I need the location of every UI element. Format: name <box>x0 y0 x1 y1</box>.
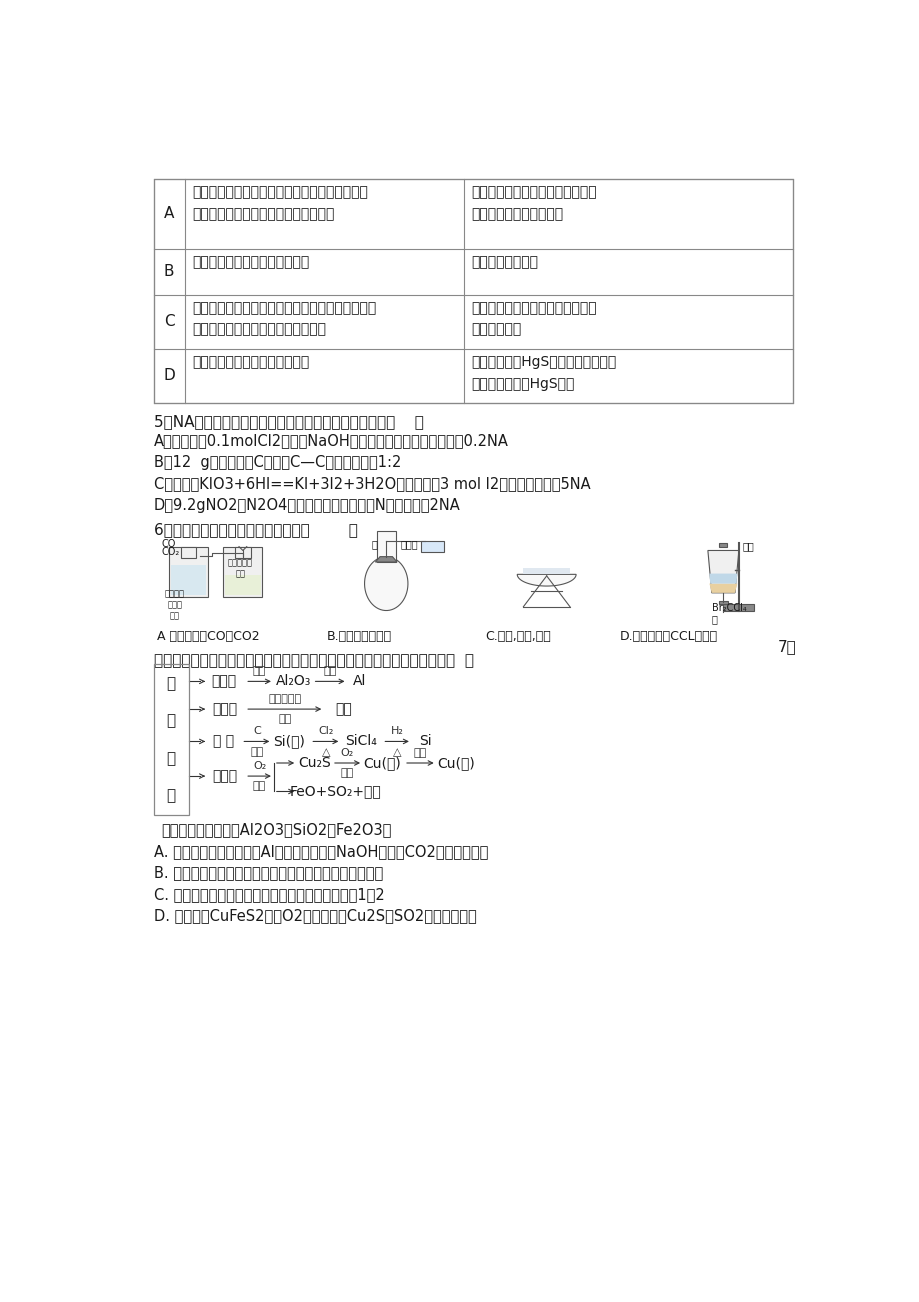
Text: Si(粗): Si(粗) <box>273 734 305 749</box>
Text: CO₂: CO₂ <box>162 547 179 557</box>
Text: A、常温下，0.1molCl2与足量NaOH溶液反应，转移的电子数目为0.2NA: A、常温下，0.1molCl2与足量NaOH溶液反应，转移的电子数目为0.2NA <box>153 434 508 448</box>
Text: Br₂CCl₄
层: Br₂CCl₄ 层 <box>711 603 745 625</box>
Text: C.蒸发,浓缩,结晶: C.蒸发,浓缩,结晶 <box>484 630 550 643</box>
Text: Cu(粗): Cu(粗) <box>363 756 401 769</box>
Text: CO: CO <box>162 539 176 549</box>
Text: 5、NA表示阿伏加德罗常数的值。下列说法中正确的是（    ）: 5、NA表示阿伏加德罗常数的值。下列说法中正确的是（ ） <box>153 414 423 430</box>
Text: FeO+SO₂+废渣: FeO+SO₂+废渣 <box>289 785 381 798</box>
Text: C. 在制粗硅时，氧化剂与还原剂的物质的量之比为1：2: C. 在制粗硅时，氧化剂与还原剂的物质的量之比为1：2 <box>153 887 384 902</box>
Text: 源: 源 <box>166 788 176 803</box>
Text: 电解: 电解 <box>323 667 336 676</box>
Text: 纯碱、石英: 纯碱、石英 <box>267 694 301 703</box>
Text: C、在反应KIO3+6HI==KI+3I2+3H2O中，每生成3 mol I2转移的电子数为5NA: C、在反应KIO3+6HI==KI+3I2+3H2O中，每生成3 mol I2转… <box>153 477 590 492</box>
Text: SiCl₄: SiCl₄ <box>345 734 376 749</box>
Bar <box>719 543 726 547</box>
Text: 水盐: 水盐 <box>742 542 754 551</box>
Text: 高温: 高温 <box>253 781 266 792</box>
Text: 玻璃: 玻璃 <box>335 702 352 716</box>
Text: 电解: 电解 <box>414 747 426 758</box>
Text: △: △ <box>392 747 401 756</box>
Bar <box>377 531 395 562</box>
Text: 烧酒非古法也，自元时创始，其法用浓酒和糟入
甑（指蒸锅），蒸令气上，用器承滴露: 烧酒非古法也，自元时创始，其法用浓酒和糟入 甑（指蒸锅），蒸令气上，用器承滴露 <box>192 185 368 221</box>
Text: B、12  g石墨中含有C个数与C—C键的个数比为1:2: B、12 g石墨中含有C个数与C—C键的个数比为1:2 <box>153 454 401 470</box>
Text: 可以用铁来冶炼铜: 可以用铁来冶炼铜 <box>471 255 538 268</box>
Text: 止水夹: 止水夹 <box>401 539 418 549</box>
Text: 白酒（烧酒）的制造过程中采用了
蒸馏的方法来分离和提纯: 白酒（烧酒）的制造过程中采用了 蒸馏的方法来分离和提纯 <box>471 185 596 221</box>
Text: 资: 资 <box>166 751 176 766</box>
Polygon shape <box>516 574 575 586</box>
Bar <box>153 180 792 402</box>
Text: 7、: 7、 <box>777 639 796 654</box>
Text: 高温: 高温 <box>278 715 291 724</box>
Polygon shape <box>709 574 736 583</box>
Text: Si: Si <box>418 734 431 749</box>
Text: O₂: O₂ <box>341 747 354 758</box>
Text: △: △ <box>322 747 330 756</box>
Text: 加热时丹砂（HgS）熔融成液态，冷
却时重新结晶为HgS晶体: 加热时丹砂（HgS）熔融成液态，冷 却时重新结晶为HgS晶体 <box>471 355 616 391</box>
Text: A 实验室分离CO和CO2: A 实验室分离CO和CO2 <box>156 630 259 643</box>
Text: 高温: 高温 <box>250 747 263 756</box>
Polygon shape <box>709 583 736 592</box>
Bar <box>171 565 206 595</box>
Polygon shape <box>707 551 738 592</box>
Bar <box>153 664 188 815</box>
Text: 6、下列实验不能达到实验目的的是（        ）: 6、下列实验不能达到实验目的的是（ ） <box>153 522 357 536</box>
Text: A. 在铝土矿制备较高纯度Al的过程中只用到NaOH溶液、CO2气体、冰晶石: A. 在铝土矿制备较高纯度Al的过程中只用到NaOH溶液、CO2气体、冰晶石 <box>153 844 488 859</box>
Text: B.检查装置气密性: B.检查装置气密性 <box>326 630 391 643</box>
Text: 黄铜矿: 黄铜矿 <box>212 769 237 783</box>
Text: Al: Al <box>352 674 366 689</box>
Text: H₂: H₂ <box>391 727 403 736</box>
Bar <box>225 575 260 595</box>
Text: D、9.2gNO2、N2O4的混合气体中，含有的N原子总数为2NA: D、9.2gNO2、N2O4的混合气体中，含有的N原子总数为2NA <box>153 499 460 513</box>
Text: C: C <box>164 314 175 329</box>
Text: B: B <box>164 264 175 279</box>
Text: （注：铝土矿中含有Al2O3、SiO2、Fe2O3）: （注：铝土矿中含有Al2O3、SiO2、Fe2O3） <box>162 823 391 837</box>
Text: 初，人不知盖泥法，元时南安有黄长者为宅煮糖，
宅垣忽坏，去土而糖白，后人遂效之: 初，人不知盖泥法，元时南安有黄长者为宅煮糖， 宅垣忽坏，去土而糖白，后人遂效之 <box>192 301 377 337</box>
Text: Cu(精): Cu(精) <box>437 756 474 769</box>
Polygon shape <box>523 568 569 574</box>
Text: O₂: O₂ <box>253 760 266 771</box>
Text: 白青（碱式碳酸铜）得铁化为铜: 白青（碱式碳酸铜）得铁化为铜 <box>192 255 310 268</box>
Text: 排尽空气的
棉题: 排尽空气的 棉题 <box>228 559 253 578</box>
Bar <box>169 547 208 596</box>
Text: D.分离出溴的CCL溶液。: D.分离出溴的CCL溶液。 <box>619 630 718 643</box>
Text: 铝土矿: 铝土矿 <box>210 674 236 689</box>
Polygon shape <box>364 557 407 611</box>
Text: 工业上利用无机矿物资源生产部分材料的流程图如下。下列说法正确的是（  ）: 工业上利用无机矿物资源生产部分材料的流程图如下。下列说法正确的是（ ） <box>153 652 473 668</box>
Text: 蔗糖的分离提纯采用了黄泥来吸附
红糖中的色素: 蔗糖的分离提纯采用了黄泥来吸附 红糖中的色素 <box>471 301 596 337</box>
Bar <box>718 600 727 604</box>
Bar <box>181 547 196 559</box>
Text: 除杂: 除杂 <box>253 667 266 676</box>
Text: 高温: 高温 <box>341 768 354 779</box>
Text: Cl₂: Cl₂ <box>318 727 333 736</box>
Text: 水: 水 <box>371 539 377 549</box>
Text: Al₂O₃: Al₂O₃ <box>276 674 311 689</box>
Text: Cu₂S: Cu₂S <box>298 756 330 769</box>
Text: 矿: 矿 <box>166 676 176 690</box>
Text: 物: 物 <box>166 713 176 728</box>
Text: 石灰石: 石灰石 <box>212 702 237 716</box>
Bar <box>421 542 444 552</box>
Text: 丹砂烧之成水银，积变又成丹砂: 丹砂烧之成水银，积变又成丹砂 <box>192 355 310 368</box>
Text: D: D <box>164 368 175 383</box>
Text: B. 石灰石、纯碱、石英、玻璃都属于盐，都能与盐酸反应: B. 石灰石、纯碱、石英、玻璃都属于盐，都能与盐酸反应 <box>153 866 382 880</box>
Bar <box>223 547 262 596</box>
Text: 石 英: 石 英 <box>212 734 233 749</box>
Bar <box>722 604 754 611</box>
Text: D. 黄铜矿（CuFeS2）与O2反应产生的Cu2S、SO2均是还原产物: D. 黄铜矿（CuFeS2）与O2反应产生的Cu2S、SO2均是还原产物 <box>153 909 476 923</box>
Polygon shape <box>375 557 397 562</box>
Text: 氢氧化钠
浓硫酸
溶液: 氢氧化钠 浓硫酸 溶液 <box>165 589 185 620</box>
Bar <box>235 547 250 559</box>
Text: C: C <box>253 727 260 736</box>
Text: A: A <box>164 207 175 221</box>
